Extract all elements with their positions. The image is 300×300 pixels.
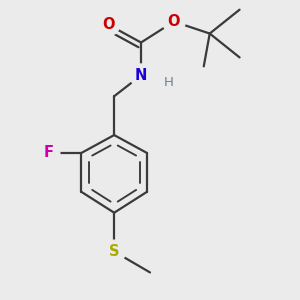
Circle shape <box>37 142 60 164</box>
Text: O: O <box>102 17 114 32</box>
Text: S: S <box>109 244 119 259</box>
Circle shape <box>130 64 152 87</box>
Text: F: F <box>44 146 53 160</box>
Circle shape <box>163 10 185 33</box>
Circle shape <box>97 13 119 36</box>
Text: N: N <box>135 68 147 83</box>
Text: H: H <box>164 76 173 89</box>
Circle shape <box>103 240 125 263</box>
Text: O: O <box>168 14 180 29</box>
